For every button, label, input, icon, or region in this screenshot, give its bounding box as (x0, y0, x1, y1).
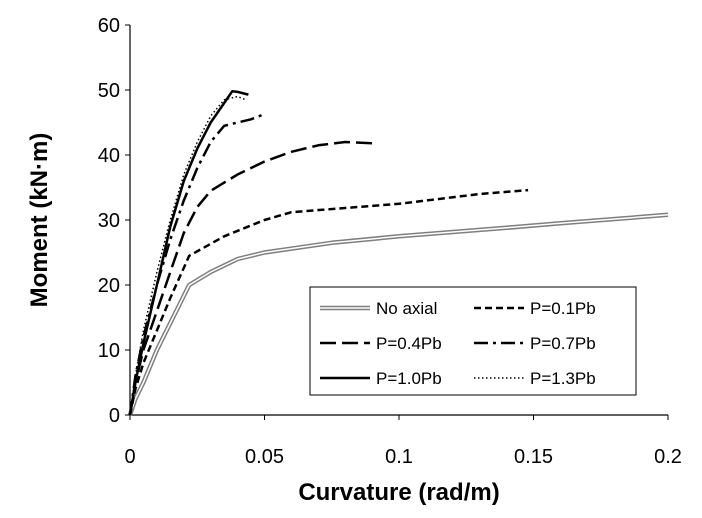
y-tick-label: 60 (98, 15, 120, 37)
y-tick-label: 50 (98, 80, 120, 102)
legend-item: P=0.4Pb (320, 334, 442, 353)
series-4 (128, 90, 249, 416)
series-1 (128, 188, 529, 416)
series-0 (127, 212, 669, 416)
y-tick-label: 10 (98, 340, 120, 362)
y-tick-label: 20 (98, 275, 120, 297)
y-axis-title: Moment (kN·m) (26, 133, 53, 308)
series-layer (127, 90, 669, 416)
series-line (128, 140, 373, 416)
y-tick-label: 30 (98, 210, 120, 232)
x-tick-label: 0.05 (245, 446, 284, 468)
series-line (128, 90, 249, 416)
x-tick-label: 0.15 (514, 446, 553, 468)
series-line (129, 95, 246, 416)
legend-label: No axial (376, 299, 437, 318)
series-5 (129, 95, 246, 416)
legend-label: P=0.1Pb (530, 299, 596, 318)
y-tick-label: 0 (109, 405, 120, 427)
x-tick-label: 0 (124, 446, 135, 468)
y-axis-ticks: 0 10 20 30 40 50 60 (98, 15, 130, 427)
x-axis-title: Curvature (rad/m) (298, 479, 499, 506)
legend: No axial P=0.1Pb P=0.4Pb P=0.7Pb P=1.0Pb P=1.… (309, 286, 637, 396)
legend-item: P=1.0Pb (320, 369, 442, 388)
legend-label: P=1.0Pb (376, 369, 442, 388)
x-axis-ticks: 0 0.05 0.1 0.15 0.2 (124, 415, 682, 468)
legend-item: P=1.3Pb (474, 369, 596, 388)
series-line (129, 214, 669, 416)
legend-item: No axial (320, 299, 437, 318)
series-line (128, 188, 529, 416)
series-2 (128, 140, 373, 416)
x-tick-label: 0.2 (654, 446, 682, 468)
x-tick-label: 0.1 (385, 446, 413, 468)
legend-label: P=1.3Pb (530, 369, 596, 388)
legend-label: P=0.4Pb (376, 334, 442, 353)
legend-label: P=0.7Pb (530, 334, 596, 353)
y-tick-label: 40 (98, 145, 120, 167)
legend-item: P=0.7Pb (474, 334, 596, 353)
legend-item: P=0.1Pb (474, 299, 596, 318)
